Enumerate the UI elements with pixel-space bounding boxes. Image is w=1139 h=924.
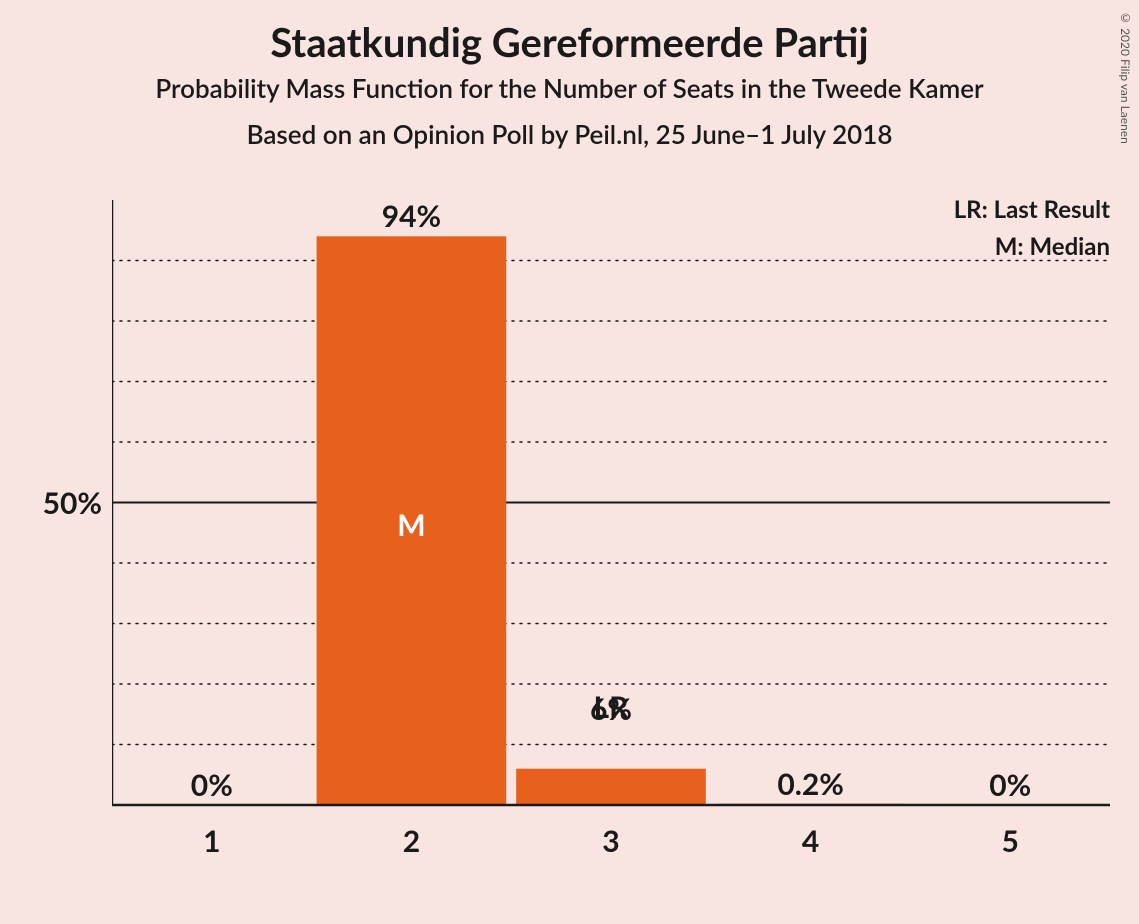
x-tick-label: 5 [1001, 823, 1018, 859]
bar-value-label: 0% [191, 767, 233, 803]
x-tick-label: 2 [403, 823, 420, 859]
legend-lr: LR: Last Result [954, 195, 1110, 224]
chart-title: Staatkundig Gereformeerde Partij [0, 18, 1139, 66]
bar-value-label: 0.2% [777, 766, 844, 802]
x-tick-label: 3 [602, 823, 619, 859]
chart-legend: LR: Last Result M: Median [954, 195, 1110, 269]
median-marker-label: M [397, 507, 425, 543]
copyright-text: © 2020 Filip van Laenen [1118, 10, 1133, 144]
chart-subtitle2: Based on an Opinion Poll by Peil.nl, 25 … [0, 118, 1139, 150]
x-tick-label: 1 [203, 823, 220, 859]
bar-value-label: 0% [989, 767, 1031, 803]
y-tick-label: 50% [32, 485, 102, 521]
bar [516, 769, 706, 805]
lr-marker-label: LR [594, 689, 629, 725]
chart-subtitle: Probability Mass Function for the Number… [0, 72, 1139, 104]
title-block: Staatkundig Gereformeerde Partij Probabi… [0, 0, 1139, 150]
bar-chart: 50%10%294%36%40.2%50%LRM LR: Last Result… [112, 195, 1110, 865]
bar-value-label: 94% [382, 198, 441, 234]
plot-area [112, 195, 1110, 865]
legend-m: M: Median [954, 232, 1110, 261]
x-tick-label: 4 [802, 823, 819, 859]
